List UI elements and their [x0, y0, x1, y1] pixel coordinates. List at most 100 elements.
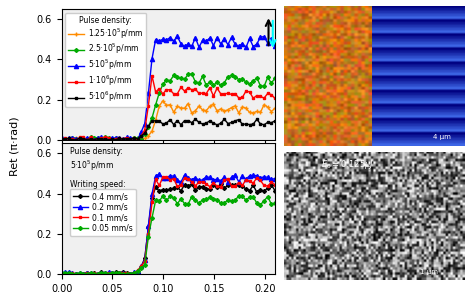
0.05 mm/s — [99, 271, 104, 274]
5·10$^6$p/mm — [135, 137, 140, 140]
Line: 0.4 mm/s: 0.4 mm/s — [60, 183, 276, 276]
2.5·10$^5$p/mm — [189, 72, 195, 76]
5·10$^5$p/mm — [174, 35, 180, 38]
5·10$^6$p/mm — [124, 137, 129, 140]
5·10$^6$p/mm — [131, 137, 137, 140]
0.05 mm/s — [95, 273, 100, 276]
0.1 mm/s — [124, 271, 129, 275]
1.25·10$^5$p/mm — [113, 137, 118, 140]
5·10$^6$p/mm — [200, 122, 205, 126]
5·10$^6$p/mm — [59, 137, 64, 141]
0.4 mm/s — [99, 271, 104, 274]
0.05 mm/s — [135, 269, 140, 273]
0.1 mm/s — [164, 175, 169, 178]
1·10$^6$p/mm — [131, 136, 137, 140]
0.4 mm/s — [131, 272, 137, 275]
0.05 mm/s — [236, 194, 242, 197]
5·10$^6$p/mm — [106, 138, 111, 142]
1·10$^6$p/mm — [135, 138, 140, 142]
0.4 mm/s — [272, 189, 278, 192]
0.1 mm/s — [95, 273, 100, 276]
2.5·10$^5$p/mm — [124, 138, 129, 141]
Text: 1 μm: 1 μm — [419, 269, 438, 275]
Legend: 1.25·10$^5$p/mm, 2.5·10$^5$p/mm, 5·10$^5$p/mm, 1·10$^6$p/mm, 5·10$^6$p/mm: 1.25·10$^5$p/mm, 2.5·10$^5$p/mm, 5·10$^5… — [65, 13, 146, 107]
0.1 mm/s — [272, 183, 278, 186]
2.5·10$^5$p/mm — [117, 138, 122, 142]
0.2 mm/s — [156, 172, 162, 176]
Text: 5×10$^6$: 5×10$^6$ — [403, 0, 433, 5]
1.25·10$^5$p/mm — [135, 138, 140, 141]
1·10$^6$p/mm — [272, 97, 278, 100]
2.5·10$^5$p/mm — [81, 138, 86, 142]
0.2 mm/s — [117, 272, 122, 276]
Line: 1·10$^6$p/mm: 1·10$^6$p/mm — [60, 74, 276, 142]
0.2 mm/s — [124, 272, 129, 276]
Text: Writing speed:: Writing speed: — [70, 180, 126, 189]
2.5·10$^5$p/mm — [135, 136, 140, 140]
0.4 mm/s — [196, 185, 202, 189]
5·10$^5$p/mm — [131, 137, 137, 140]
0.4 mm/s — [117, 271, 122, 274]
0.05 mm/s — [117, 271, 122, 274]
0.2 mm/s — [59, 271, 64, 275]
Text: $E_0=0.125\mu J$: $E_0=0.125\mu J$ — [321, 158, 374, 171]
0.2 mm/s — [135, 270, 140, 274]
1·10$^6$p/mm — [109, 138, 115, 142]
2.5·10$^5$p/mm — [200, 75, 205, 78]
0.4 mm/s — [70, 273, 75, 276]
2.5·10$^5$p/mm — [131, 136, 137, 140]
Text: 5×10$^5$: 5×10$^5$ — [313, 0, 343, 5]
2.5·10$^5$p/mm — [99, 138, 104, 142]
Line: 0.2 mm/s: 0.2 mm/s — [60, 172, 277, 277]
Legend: 0.4 mm/s, 0.2 mm/s, 0.1 mm/s, 0.05 mm/s: 0.4 mm/s, 0.2 mm/s, 0.1 mm/s, 0.05 mm/s — [70, 189, 136, 236]
Line: 0.1 mm/s: 0.1 mm/s — [60, 175, 276, 276]
0.2 mm/s — [272, 177, 278, 180]
1.25·10$^5$p/mm — [131, 136, 137, 140]
1·10$^6$p/mm — [59, 138, 64, 141]
1.25·10$^5$p/mm — [95, 138, 100, 142]
2.5·10$^5$p/mm — [59, 138, 64, 141]
1.25·10$^5$p/mm — [120, 138, 126, 141]
0.2 mm/s — [200, 178, 205, 182]
0.1 mm/s — [59, 272, 64, 276]
5·10$^5$p/mm — [95, 136, 100, 140]
5·10$^5$p/mm — [272, 44, 278, 48]
Line: 5·10$^5$p/mm: 5·10$^5$p/mm — [60, 34, 277, 142]
0.05 mm/s — [124, 272, 129, 276]
5·10$^6$p/mm — [192, 117, 198, 121]
Line: 5·10$^6$p/mm: 5·10$^6$p/mm — [60, 118, 276, 142]
0.4 mm/s — [218, 182, 224, 186]
0.4 mm/s — [124, 271, 129, 274]
0.4 mm/s — [59, 273, 64, 276]
0.1 mm/s — [113, 273, 118, 276]
1·10$^6$p/mm — [117, 137, 122, 140]
1.25·10$^5$p/mm — [200, 108, 205, 112]
1·10$^6$p/mm — [200, 91, 205, 95]
5·10$^5$p/mm — [200, 39, 205, 42]
Text: Pulse density:
5·10$^5$p/mm: Pulse density: 5·10$^5$p/mm — [70, 147, 123, 173]
1.25·10$^5$p/mm — [160, 99, 166, 102]
5·10$^5$p/mm — [135, 138, 140, 142]
1·10$^6$p/mm — [149, 74, 155, 77]
0.2 mm/s — [131, 271, 137, 274]
Line: 1.25·10$^5$p/mm: 1.25·10$^5$p/mm — [60, 99, 277, 142]
Line: 2.5·10$^5$p/mm: 2.5·10$^5$p/mm — [60, 72, 276, 142]
1.25·10$^5$p/mm — [59, 137, 64, 140]
0.2 mm/s — [99, 271, 104, 274]
Text: Ret (π·rad): Ret (π·rad) — [9, 116, 19, 176]
0.2 mm/s — [73, 273, 79, 276]
1·10$^6$p/mm — [124, 136, 129, 140]
0.05 mm/s — [196, 202, 202, 205]
5·10$^5$p/mm — [117, 136, 122, 140]
0.1 mm/s — [131, 271, 137, 275]
5·10$^5$p/mm — [102, 138, 108, 142]
0.05 mm/s — [59, 272, 64, 275]
0.4 mm/s — [135, 271, 140, 274]
0.1 mm/s — [117, 271, 122, 275]
1.25·10$^5$p/mm — [124, 138, 129, 142]
1·10$^6$p/mm — [95, 138, 100, 141]
0.1 mm/s — [200, 180, 205, 184]
1.25·10$^5$p/mm — [272, 107, 278, 110]
0.05 mm/s — [272, 201, 278, 205]
Text: 4 μm: 4 μm — [433, 134, 451, 140]
